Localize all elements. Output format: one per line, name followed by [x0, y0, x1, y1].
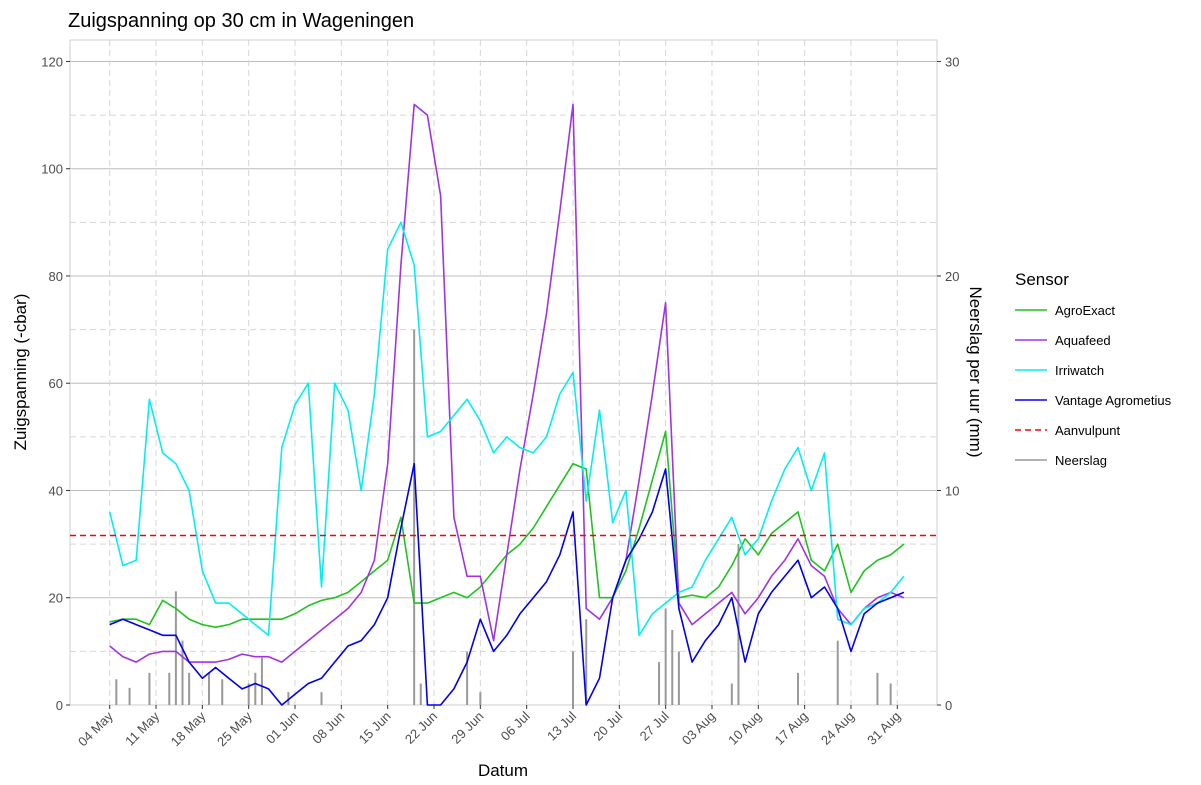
- precip-bar: [797, 672, 800, 705]
- x-tick-label: 10 Aug: [725, 709, 764, 748]
- y2-tick-label: 10: [945, 483, 959, 498]
- x-tick-label: 04 May: [75, 708, 116, 749]
- precip-bar: [148, 672, 151, 705]
- y-tick-label: 40: [49, 483, 63, 498]
- precip-bar: [671, 629, 674, 705]
- x-tick-label: 25 May: [214, 708, 255, 749]
- precip-bar: [115, 679, 118, 705]
- y-tick-label: 60: [49, 376, 63, 391]
- legend-title: Sensor: [1015, 270, 1069, 289]
- x-tick-label: 03 Aug: [679, 709, 718, 748]
- x-tick-label: 22 Jun: [402, 709, 440, 747]
- precip-bar: [221, 679, 224, 705]
- y-tick-label: 20: [49, 591, 63, 606]
- y-axis-label: Zuigspanning (-cbar): [11, 294, 30, 451]
- x-axis-label: Datum: [478, 761, 528, 780]
- x-tick-label: 15 Jun: [356, 709, 394, 747]
- legend-label: Aanvulpunt: [1055, 423, 1120, 438]
- precip-bar: [836, 640, 839, 705]
- y2-axis-label: Neerslag per uur (mm): [966, 287, 985, 458]
- x-tick-label: 06 Jul: [498, 708, 533, 743]
- x-tick-label: 13 Jul: [544, 708, 579, 743]
- precip-bar: [188, 672, 191, 705]
- precip-bar: [479, 692, 482, 705]
- y-tick-label: 100: [41, 162, 63, 177]
- chart-title: Zuigspanning op 30 cm in Wageningen: [68, 10, 414, 32]
- y-tick-label: 80: [49, 269, 63, 284]
- y2-tick-label: 0: [945, 698, 952, 713]
- x-tick-label: 24 Aug: [818, 709, 857, 748]
- y-tick-label: 120: [41, 54, 63, 69]
- precip-bar: [466, 651, 469, 705]
- legend-label: Irriwatch: [1055, 363, 1104, 378]
- precip-bar: [254, 672, 257, 705]
- series-line: [109, 462, 905, 706]
- precip-bar: [658, 662, 661, 705]
- x-tick-label: 27 Jul: [637, 708, 672, 743]
- panel-border: [69, 39, 938, 706]
- precip-bar: [287, 692, 290, 705]
- precip-bar: [571, 651, 574, 705]
- precip-bar: [168, 672, 171, 705]
- legend-label: Neerslag: [1055, 453, 1107, 468]
- x-tick-label: 29 Jun: [448, 709, 486, 747]
- precip-bar: [320, 692, 323, 705]
- legend-label: Vantage Agrometius: [1055, 393, 1172, 408]
- x-tick-label: 31 Aug: [864, 709, 903, 748]
- precip-bar: [677, 651, 680, 705]
- x-tick-label: 11 May: [122, 708, 162, 748]
- precip-bar: [419, 683, 422, 705]
- precip-bar: [889, 683, 892, 705]
- precip-bar: [128, 687, 131, 705]
- precip-bar: [737, 544, 740, 705]
- legend-label: Aquafeed: [1055, 333, 1111, 348]
- precip-bar: [260, 657, 263, 705]
- y2-tick-label: 30: [945, 54, 959, 69]
- x-tick-label: 18 May: [168, 708, 209, 749]
- y2-tick-label: 20: [945, 269, 959, 284]
- precip-bar: [247, 683, 250, 705]
- precip-bar: [876, 672, 879, 705]
- precip-bar: [174, 591, 177, 705]
- precip-bar: [181, 640, 184, 705]
- series-line: [109, 103, 905, 663]
- precip-bar: [730, 683, 733, 705]
- x-tick-label: 17 Aug: [772, 709, 811, 748]
- precip-bar: [207, 672, 210, 705]
- precip-bar: [664, 608, 667, 705]
- series-line: [108, 221, 905, 637]
- precip-bar: [585, 619, 588, 705]
- x-tick-label: 08 Jun: [309, 709, 347, 747]
- y-tick-label: 0: [56, 698, 63, 713]
- precip-bar: [413, 329, 416, 705]
- x-tick-label: 01 Jun: [263, 709, 301, 747]
- x-tick-label: 20 Jul: [590, 708, 625, 743]
- legend-label: AgroExact: [1055, 303, 1115, 318]
